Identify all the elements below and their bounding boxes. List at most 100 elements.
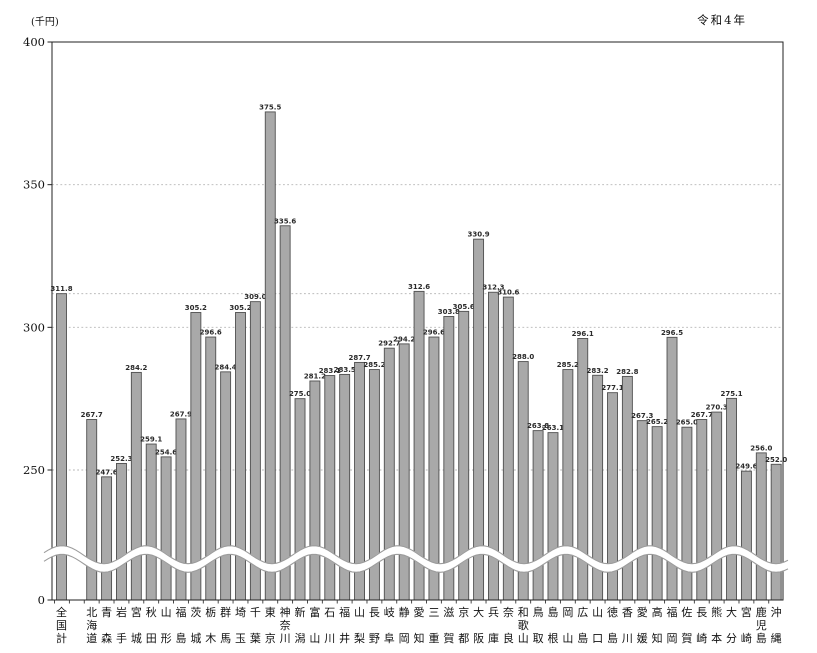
bar-value-label: 263.8 [527, 422, 549, 430]
bar-value-label: 288.0 [512, 353, 534, 361]
x-axis-category-label: 馬 [220, 632, 231, 645]
x-axis-category-label: 葉 [250, 631, 261, 645]
x-axis-category-label: 阜 [384, 632, 395, 645]
x-axis-category-label: 奈 [503, 605, 514, 619]
x-axis-category-label: 縄 [771, 631, 782, 645]
x-axis-category-label: 口 [592, 632, 603, 645]
bar [770, 463, 782, 601]
x-axis-category-label: 東 [265, 606, 276, 619]
x-axis-category-label: 重 [428, 631, 439, 645]
bar [398, 343, 410, 601]
bar-value-label: 259.1 [140, 436, 162, 444]
bar-value-label: 294.2 [393, 335, 415, 343]
x-axis-category-label: 島 [607, 631, 618, 645]
bar [279, 225, 291, 601]
x-axis-category-label: 知 [414, 631, 425, 645]
x-axis-category-label: 島 [577, 631, 588, 645]
bar-value-label: 296.6 [200, 329, 222, 337]
x-axis-category-label: 阪 [473, 631, 484, 645]
x-axis-category-label: 静 [399, 605, 410, 619]
axis-break-wave-edge [43, 553, 789, 573]
bar-value-label: 305.2 [229, 304, 251, 312]
x-axis-category-label: 愛 [637, 606, 648, 619]
x-axis-category-label: 三 [428, 606, 439, 619]
x-axis-category-label: 岡 [667, 632, 678, 645]
bar-value-label: 283.2 [587, 367, 609, 375]
x-axis-category-label: 奈 [280, 618, 291, 632]
x-axis-category-label: 山 [354, 606, 365, 619]
bar-value-label: 247.6 [96, 468, 118, 476]
bar-value-label: 303.8 [438, 308, 460, 316]
y-axis-tick-label: 300 [23, 320, 45, 334]
x-axis-category-label: 分 [726, 632, 737, 645]
bar-value-label: 267.9 [170, 410, 192, 418]
x-axis-category-label: 愛 [414, 606, 425, 619]
x-axis-category-label: 都 [458, 632, 469, 645]
x-axis-category-label: 森 [101, 631, 112, 645]
x-axis-category-label: 秋 [146, 605, 157, 619]
bar [175, 418, 187, 601]
bar-value-label: 277.1 [601, 384, 623, 392]
bar-value-label: 296.6 [423, 329, 445, 337]
x-axis-category-label: 田 [146, 632, 157, 645]
x-axis-category-label: 媛 [637, 631, 648, 645]
x-axis-category-label: 島 [547, 605, 558, 619]
x-axis-category-label: 道 [86, 631, 97, 645]
bar-value-label: 305.6 [453, 303, 475, 311]
bar-value-label: 284.2 [125, 364, 147, 372]
x-axis-category-label: 富 [309, 605, 320, 619]
bar [681, 426, 693, 601]
x-axis-category-label: 本 [711, 631, 722, 645]
bar [651, 426, 663, 601]
x-axis-category-label: 長 [369, 606, 380, 619]
bar [755, 452, 767, 601]
x-axis-category-label: 木 [205, 632, 216, 645]
bar-value-label: 309.0 [244, 293, 266, 301]
x-axis-category-label: 井 [339, 631, 350, 645]
x-axis-category-label: 徳 [607, 606, 618, 619]
y-axis-tick-label: 250 [23, 463, 45, 477]
bar [264, 111, 276, 601]
bar [101, 476, 113, 601]
x-axis-category-label: 千 [250, 606, 261, 619]
bar-value-label: 284.4 [215, 363, 237, 371]
bar-value-label: 267.3 [631, 412, 653, 420]
x-axis-category-label: 香 [622, 606, 633, 619]
x-axis-category-label: 岩 [116, 605, 127, 619]
x-axis-category-label: 児 [756, 619, 767, 632]
axis-break-wave [40, 546, 792, 573]
bar-value-label: 254.6 [155, 448, 177, 456]
x-axis-category-label: 広 [577, 606, 588, 619]
bar-value-label: 267.7 [691, 411, 713, 419]
x-axis-category-label: 山 [562, 632, 573, 645]
x-axis-category-label: 滋 [443, 606, 454, 619]
bar-value-label: 285.2 [557, 361, 579, 369]
bar-value-label: 311.8 [50, 285, 72, 293]
x-axis-category-label: 梨 [354, 631, 365, 645]
x-axis-category-label: 川 [622, 632, 633, 645]
bar-value-label: 335.6 [274, 217, 296, 225]
x-axis-category-label: 茨 [190, 605, 201, 619]
x-axis-category-label: 福 [339, 605, 350, 619]
bar-value-label: 285.2 [363, 361, 385, 369]
x-axis-category-label: 野 [369, 632, 380, 645]
bar-value-label: 281.2 [304, 372, 326, 380]
era-year-label: 令和4年 [697, 13, 747, 27]
x-axis-category-label: 山 [518, 632, 529, 645]
x-axis-category-label: 海 [86, 618, 97, 632]
bar-value-label: 310.6 [497, 289, 519, 297]
bar-value-label: 292.7 [378, 340, 400, 348]
x-axis-category-label: 大 [726, 605, 737, 619]
x-axis-category-label: 知 [652, 631, 663, 645]
bar [324, 375, 336, 601]
bar [130, 371, 142, 601]
x-axis-category-label: 熊 [711, 605, 722, 619]
x-axis-category-label: 長 [696, 606, 707, 619]
x-axis-category-label: 宮 [131, 605, 142, 619]
x-axis-category-label: 賀 [443, 632, 454, 645]
x-axis-category-label: 賀 [681, 632, 692, 645]
bar [636, 420, 648, 601]
x-axis-category-label: 歌 [518, 618, 529, 632]
bar [740, 470, 752, 601]
x-axis-category-label: 鳥 [533, 605, 544, 619]
